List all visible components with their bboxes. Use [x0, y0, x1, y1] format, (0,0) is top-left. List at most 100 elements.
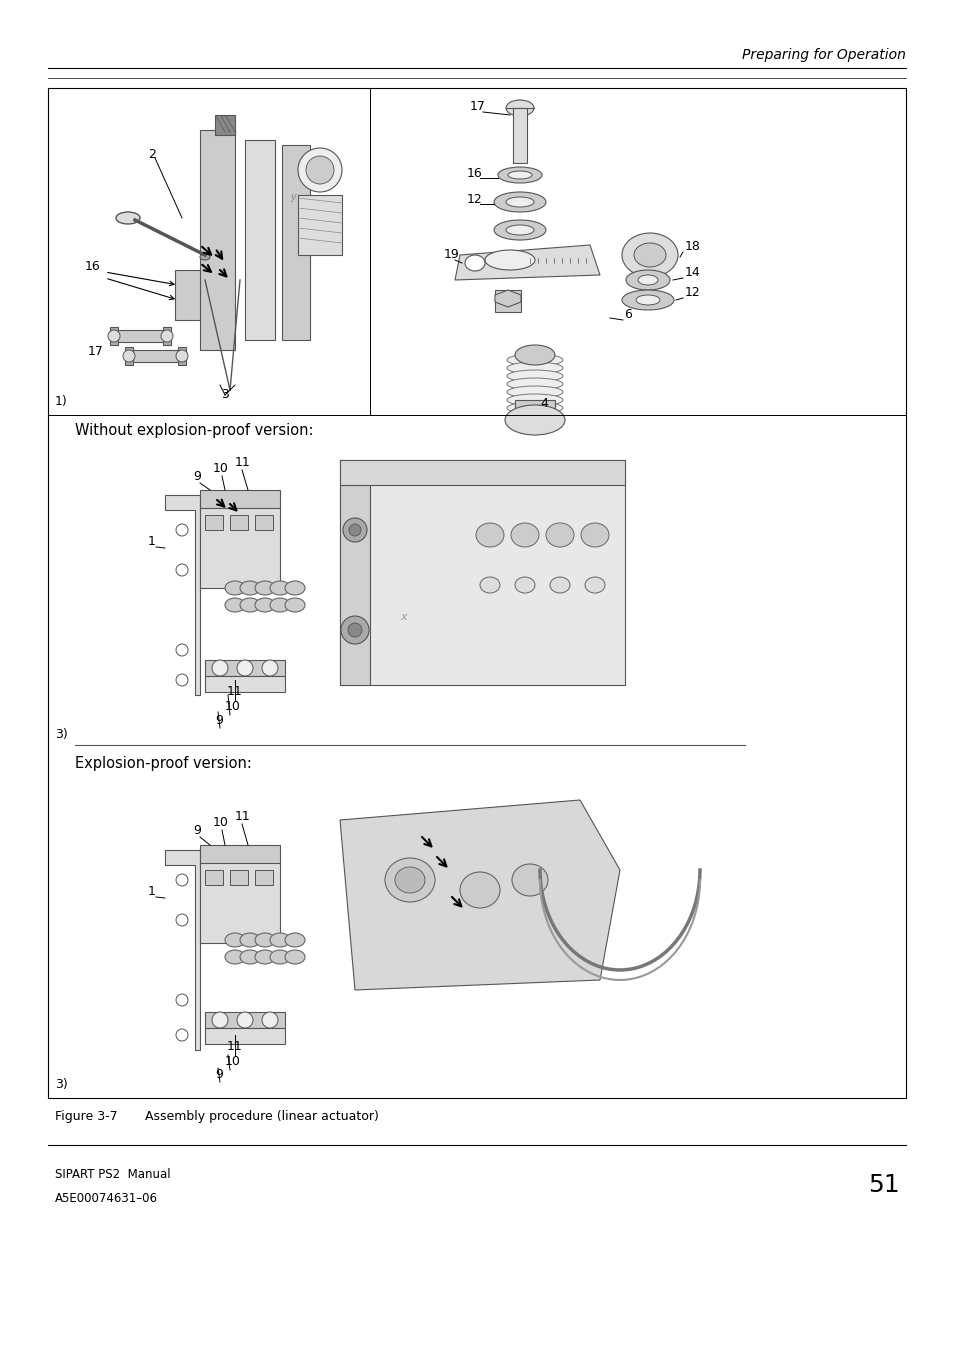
Ellipse shape [270, 934, 290, 947]
Polygon shape [339, 459, 624, 485]
Ellipse shape [225, 950, 245, 965]
Text: 18: 18 [684, 240, 700, 253]
Text: 1): 1) [55, 394, 68, 408]
Bar [254, 870, 273, 885]
Text: 9: 9 [193, 470, 201, 484]
Text: 10: 10 [213, 816, 229, 830]
Ellipse shape [348, 623, 361, 638]
Text: 3): 3) [55, 1078, 68, 1092]
Ellipse shape [212, 1012, 228, 1028]
Text: Without explosion-proof version:: Without explosion-proof version: [75, 423, 314, 438]
Ellipse shape [505, 226, 534, 235]
Ellipse shape [175, 563, 188, 576]
Text: 3): 3) [55, 728, 68, 740]
Ellipse shape [236, 1012, 253, 1028]
Ellipse shape [236, 661, 253, 676]
Ellipse shape [545, 523, 574, 547]
Bar [205, 870, 223, 885]
Ellipse shape [262, 661, 277, 676]
Ellipse shape [270, 950, 290, 965]
Ellipse shape [494, 220, 545, 240]
Ellipse shape [200, 254, 210, 259]
Bar [125, 347, 132, 365]
Text: 1: 1 [148, 885, 155, 898]
Ellipse shape [240, 598, 260, 612]
Text: 10: 10 [213, 462, 229, 476]
Text: 16: 16 [85, 259, 101, 273]
Bar [205, 1012, 285, 1028]
Text: 11: 11 [234, 457, 251, 469]
Ellipse shape [621, 232, 678, 277]
Ellipse shape [240, 950, 260, 965]
Text: 11: 11 [227, 685, 243, 698]
Ellipse shape [636, 295, 659, 305]
Ellipse shape [515, 577, 535, 593]
Ellipse shape [161, 330, 172, 342]
Ellipse shape [497, 168, 541, 182]
Ellipse shape [505, 100, 534, 116]
Ellipse shape [506, 370, 562, 382]
Ellipse shape [254, 598, 274, 612]
Bar [339, 459, 624, 685]
Ellipse shape [175, 674, 188, 686]
Text: SIPART PS2  Manual: SIPART PS2 Manual [55, 1169, 171, 1182]
Text: 11: 11 [227, 1040, 243, 1052]
Bar [515, 400, 555, 415]
Ellipse shape [285, 598, 305, 612]
Ellipse shape [476, 523, 503, 547]
Ellipse shape [625, 270, 669, 290]
Bar [200, 508, 280, 588]
Ellipse shape [108, 330, 120, 342]
Ellipse shape [484, 250, 535, 270]
Text: 3: 3 [221, 388, 229, 401]
Ellipse shape [270, 598, 290, 612]
Ellipse shape [584, 577, 604, 593]
Bar [200, 490, 280, 509]
Text: 2: 2 [148, 149, 155, 162]
Ellipse shape [254, 581, 274, 594]
Ellipse shape [506, 362, 562, 374]
Ellipse shape [504, 405, 564, 435]
Text: 9: 9 [214, 713, 223, 727]
Text: A5E00074631–06: A5E00074631–06 [55, 1192, 158, 1205]
Text: 11: 11 [234, 811, 251, 823]
Bar [115, 330, 165, 342]
Text: 4: 4 [539, 397, 547, 409]
Ellipse shape [511, 523, 538, 547]
Ellipse shape [459, 871, 499, 908]
Ellipse shape [506, 403, 562, 413]
Ellipse shape [638, 276, 658, 285]
Bar [200, 130, 234, 350]
Polygon shape [495, 290, 520, 307]
Ellipse shape [285, 934, 305, 947]
Bar [110, 327, 118, 345]
Text: 10: 10 [225, 1055, 240, 1069]
Bar [339, 485, 370, 685]
Ellipse shape [175, 915, 188, 925]
Bar [200, 863, 280, 943]
Ellipse shape [123, 350, 135, 362]
Ellipse shape [340, 616, 369, 644]
Bar [174, 270, 200, 320]
Text: 12: 12 [467, 193, 482, 205]
Polygon shape [455, 245, 599, 280]
Text: 9: 9 [214, 1069, 223, 1081]
Ellipse shape [116, 212, 140, 224]
Ellipse shape [175, 644, 188, 657]
Bar [205, 676, 285, 692]
Text: 9: 9 [193, 824, 201, 838]
Text: 12: 12 [684, 286, 700, 299]
Bar [163, 327, 171, 345]
Ellipse shape [175, 524, 188, 536]
Ellipse shape [225, 598, 245, 612]
Text: Explosion-proof version:: Explosion-proof version: [75, 757, 252, 771]
Bar [130, 350, 180, 362]
Bar [205, 1028, 285, 1044]
Bar [205, 515, 223, 530]
Text: 19: 19 [443, 249, 459, 261]
Text: 1: 1 [148, 535, 155, 549]
Ellipse shape [240, 581, 260, 594]
Ellipse shape [515, 345, 555, 365]
Text: 17: 17 [470, 100, 485, 113]
Ellipse shape [385, 858, 435, 902]
